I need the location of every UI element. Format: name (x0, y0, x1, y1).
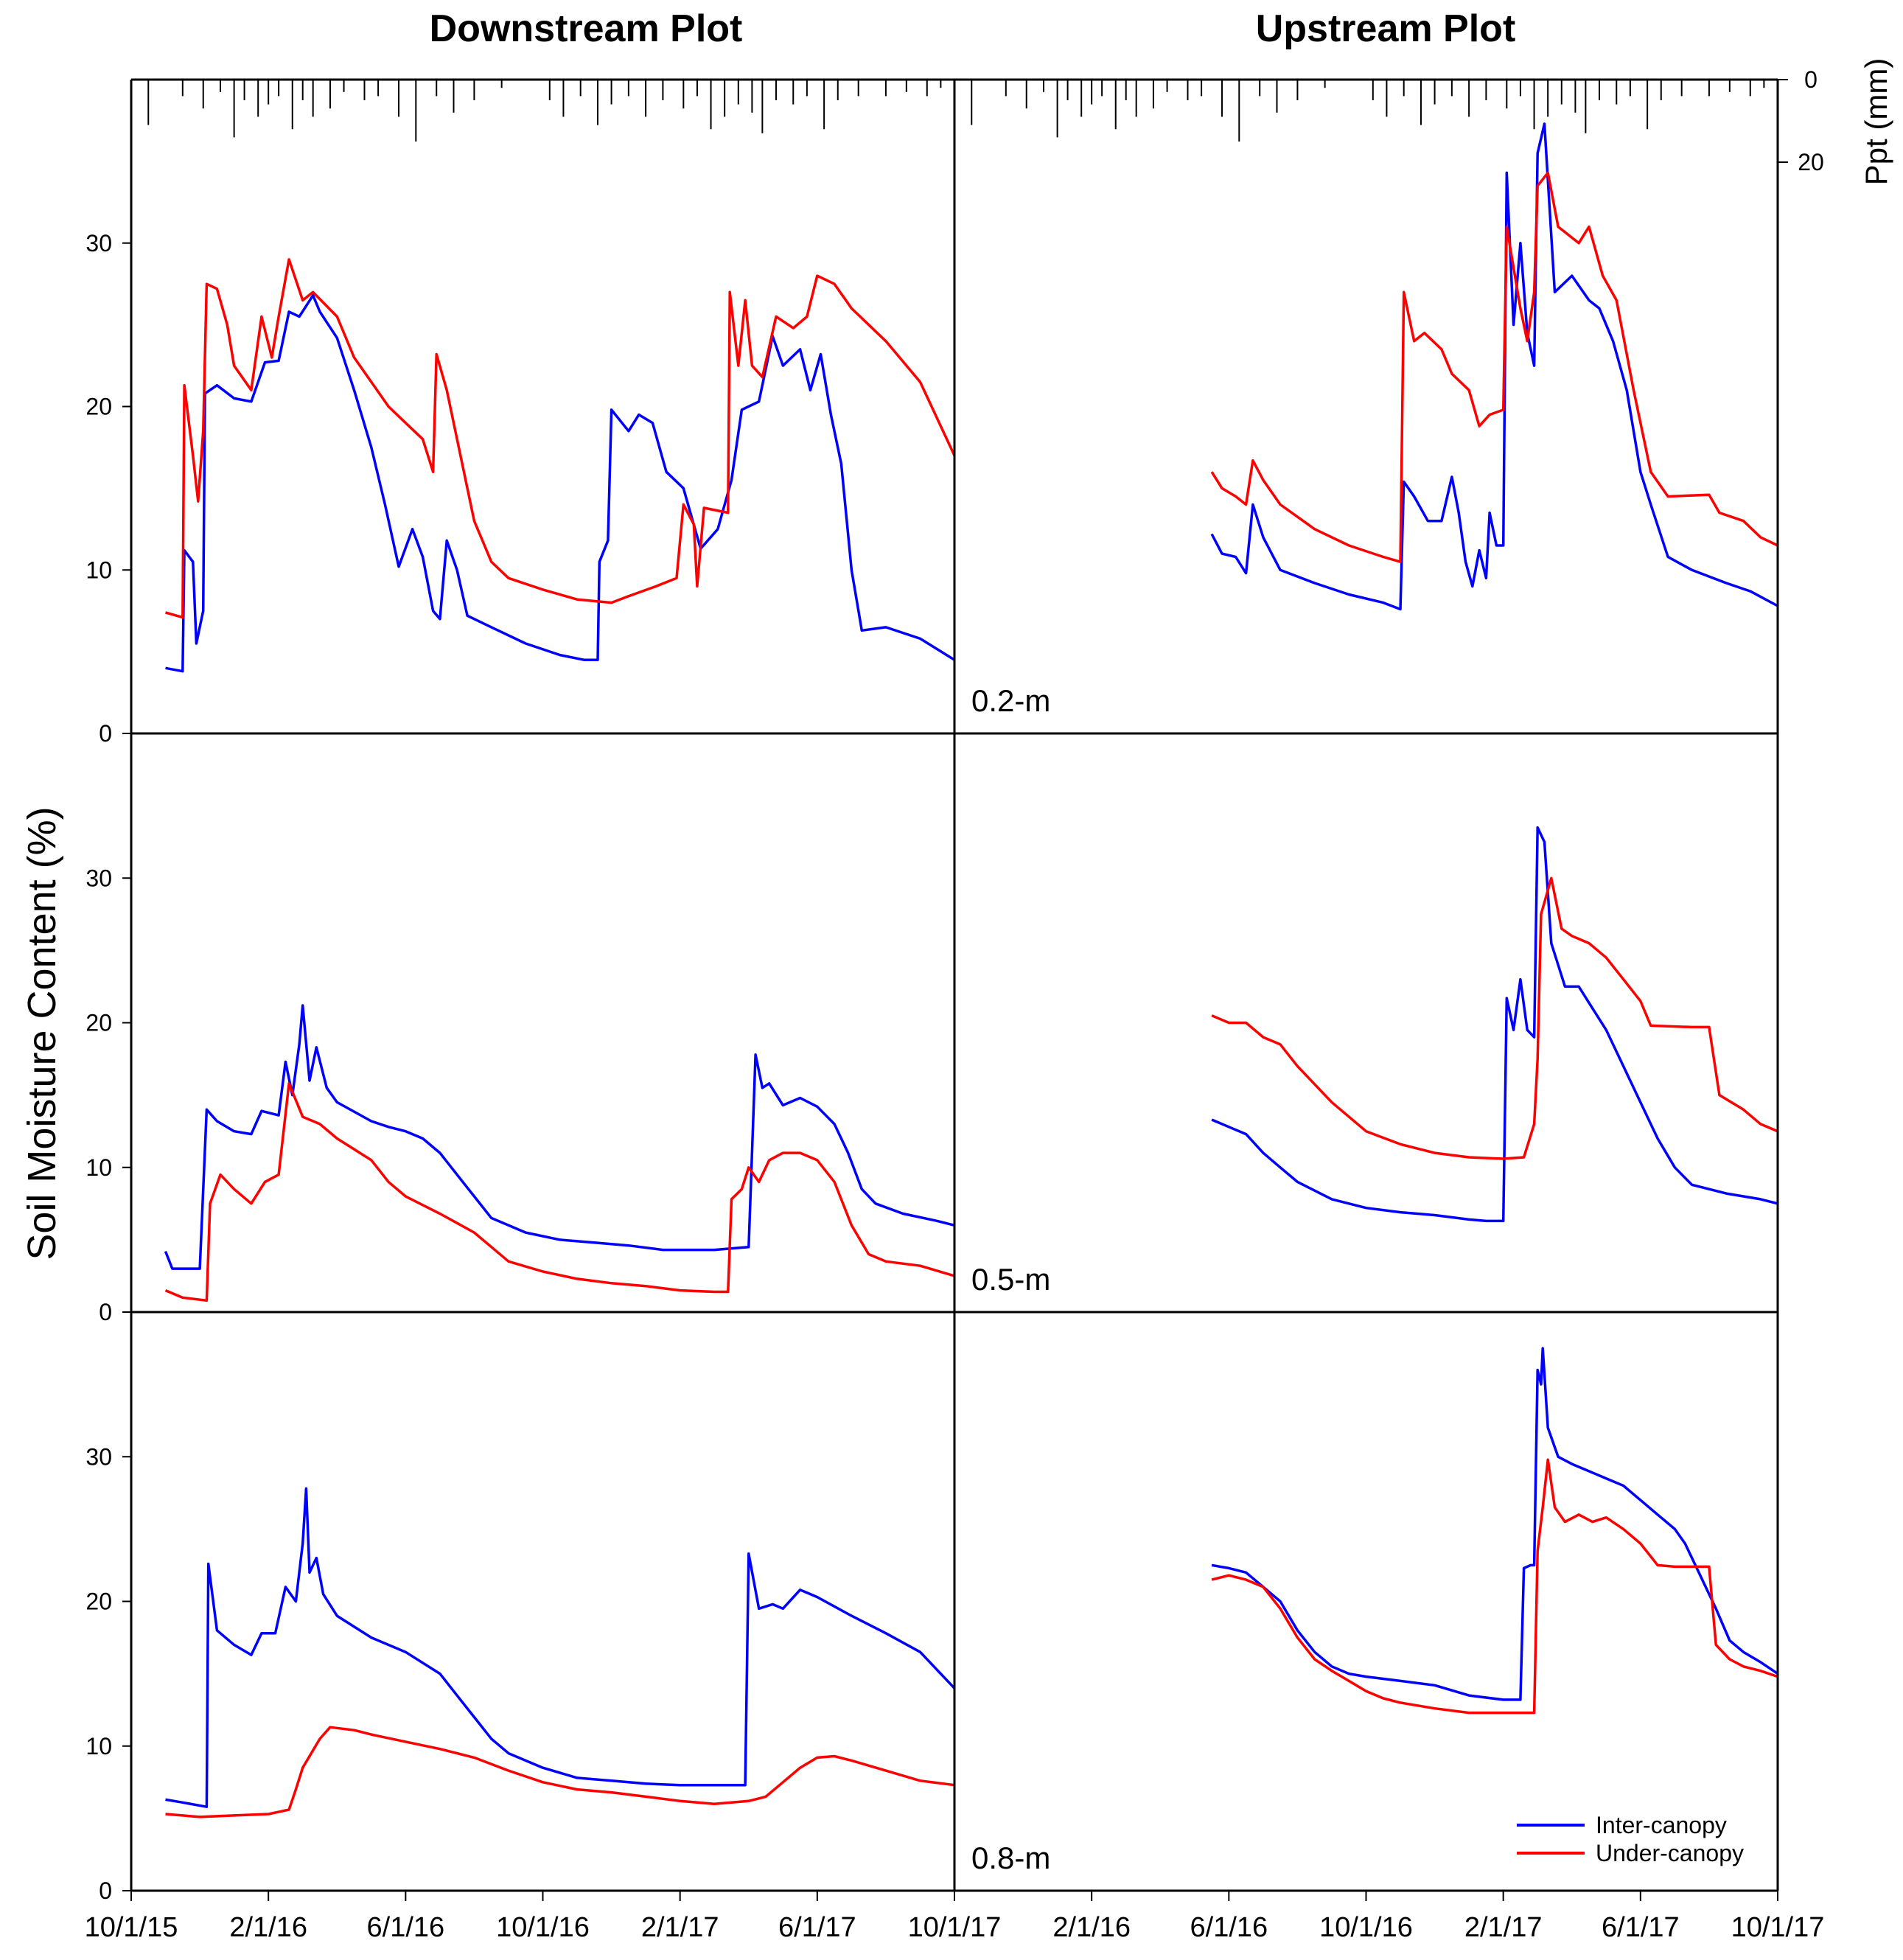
panel-downstream-05-m (164, 1004, 955, 1302)
series-line-inter-canopy (165, 1487, 956, 1808)
ppt-tick-label: 0 (1804, 66, 1818, 93)
legend-label-inter-canopy: Inter-canopy (1596, 1812, 1727, 1838)
x-tick-label: 6/1/16 (1190, 1912, 1268, 1943)
series-line-inter-canopy (1211, 826, 1778, 1223)
x-tick-label: 10/1/17 (1731, 1912, 1825, 1943)
x-tick-label: 10/1/16 (496, 1912, 590, 1943)
series-line-under-canopy (165, 1726, 955, 1818)
y-tick-label: 20 (85, 394, 112, 420)
series-line-under-canopy (1210, 171, 1778, 563)
x-tick-label: 6/1/17 (778, 1912, 856, 1943)
x-tick-label: 2/1/17 (1464, 1912, 1543, 1943)
panels: 0.2-m 0.5-m 0.8-m (164, 122, 1778, 1875)
legend-label-under-canopy: Under-canopy (1596, 1840, 1744, 1866)
x-tick-label: 10/1/16 (1319, 1912, 1413, 1943)
y-tick-label: 0 (99, 720, 112, 747)
ppt-tick-label: 20 (1798, 149, 1824, 175)
y-tick-label: 10 (85, 1733, 112, 1760)
y-tick-label: 30 (85, 1443, 112, 1470)
series-line-inter-canopy (164, 1004, 955, 1270)
y-axis-title: Soil Moisture Content (%) (20, 806, 64, 1260)
panel-upstream-05-m: 0.5-m (971, 826, 1778, 1297)
y-tick-label: 20 (85, 1010, 112, 1036)
y-tick-label: 10 (85, 1154, 112, 1181)
y-tick-label: 30 (85, 865, 112, 891)
series-line-under-canopy (165, 258, 956, 619)
x-tick-label: 10/1/17 (908, 1912, 1002, 1943)
downstream-plot-title: Downstream Plot (430, 7, 743, 50)
series-line-inter-canopy (1211, 1347, 1778, 1701)
depth-label: 0.5-m (971, 1262, 1050, 1297)
series-line-inter-canopy (165, 293, 955, 673)
panel-downstream-08-m (165, 1487, 956, 1818)
y-tick-label: 30 (85, 230, 112, 257)
x-axis: 10/1/15 2/1/16 6/1/16 10/1/16 2/1/17 6/1/17 10… (85, 1891, 1825, 1943)
y-axis: 0 10 20 30 0 10 20 30 0 10 20 30 (85, 230, 131, 1904)
x-tick-label: 2/1/16 (1052, 1912, 1131, 1943)
series-line-under-canopy (164, 1082, 955, 1302)
panel-upstream-08-m: 0.8-m (971, 1347, 1778, 1875)
y-tick-label: 0 (99, 1877, 112, 1904)
depth-label: 0.2-m (971, 683, 1050, 718)
y-tick-label: 10 (85, 557, 112, 583)
x-tick-label: 2/1/17 (641, 1912, 719, 1943)
y-tick-label: 0 (99, 1299, 112, 1325)
legend: Inter-canopy Under-canopy (1517, 1812, 1744, 1866)
x-tick-label: 10/1/15 (85, 1912, 178, 1943)
panel-downstream-02-m (165, 258, 956, 673)
series-line-under-canopy (1211, 1458, 1778, 1715)
x-tick-label: 6/1/16 (367, 1912, 445, 1943)
series-line-under-canopy (1211, 876, 1778, 1160)
x-tick-label: 6/1/17 (1602, 1912, 1680, 1943)
ppt-axis-title: Ppt (mm) (1859, 58, 1893, 186)
y-tick-label: 20 (85, 1588, 112, 1615)
x-tick-label: 2/1/16 (229, 1912, 307, 1943)
depth-label: 0.8-m (971, 1841, 1050, 1875)
upstream-plot-title: Upstream Plot (1256, 7, 1516, 50)
panel-upstream-02-m: 0.2-m (971, 122, 1778, 718)
series-line-inter-canopy (1210, 122, 1778, 611)
